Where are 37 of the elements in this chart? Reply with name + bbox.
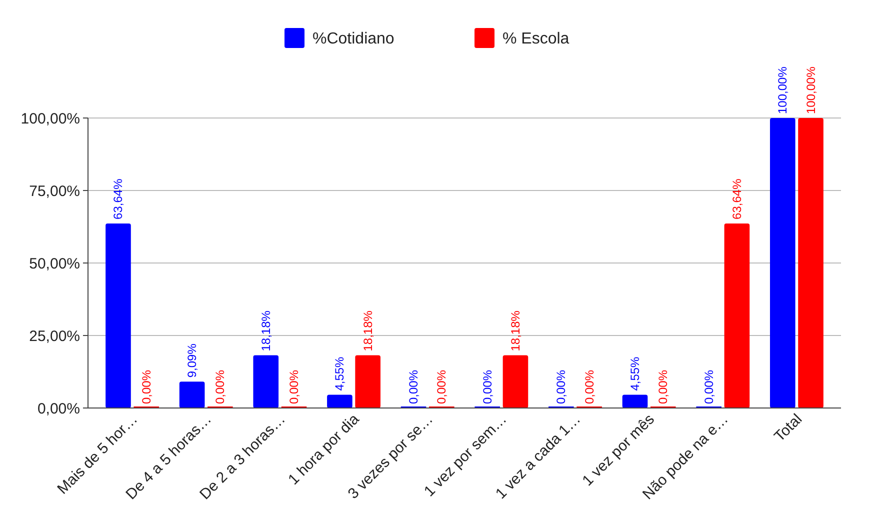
data-label: 0,00% <box>480 370 494 404</box>
bar <box>622 394 648 408</box>
data-label: 63,64% <box>730 178 744 220</box>
y-tick-label: 50,00% <box>29 255 80 272</box>
data-label: 0,00% <box>582 370 596 404</box>
data-label: 9,09% <box>185 343 200 378</box>
data-label: 0,00% <box>287 370 302 404</box>
y-tick-label: 0,00% <box>37 400 80 418</box>
data-label: 100,00% <box>804 66 818 114</box>
data-label: 100,00% <box>776 66 790 114</box>
legend-label: %Cotidiano <box>312 30 394 48</box>
data-label: 18,18% <box>258 310 273 352</box>
data-label: 0,00% <box>702 370 716 404</box>
data-label: 18,18% <box>360 310 375 352</box>
y-tick-label: 75,00% <box>29 182 80 200</box>
bar <box>253 355 279 408</box>
data-label: 18,18% <box>508 310 522 352</box>
bar <box>327 394 352 408</box>
bar <box>355 355 380 408</box>
y-tick-label: 100,00% <box>20 110 80 128</box>
bar <box>770 118 796 408</box>
data-label: 0,00% <box>406 370 421 404</box>
data-label: 4,55% <box>628 356 642 391</box>
legend-label: % Escola <box>502 30 570 48</box>
bar <box>179 382 205 408</box>
y-tick-label: 25,00% <box>29 328 80 345</box>
bar <box>502 355 528 408</box>
data-label: 0,00% <box>139 370 154 404</box>
data-label: 63,64% <box>111 178 126 220</box>
bar <box>724 223 750 408</box>
data-label: 0,00% <box>434 370 449 404</box>
bar <box>798 118 824 408</box>
data-label: 0,00% <box>213 370 228 404</box>
data-label: 4,55% <box>332 356 347 391</box>
bar <box>106 223 131 408</box>
data-label: 0,00% <box>656 370 670 404</box>
data-label: 0,00% <box>554 370 568 404</box>
